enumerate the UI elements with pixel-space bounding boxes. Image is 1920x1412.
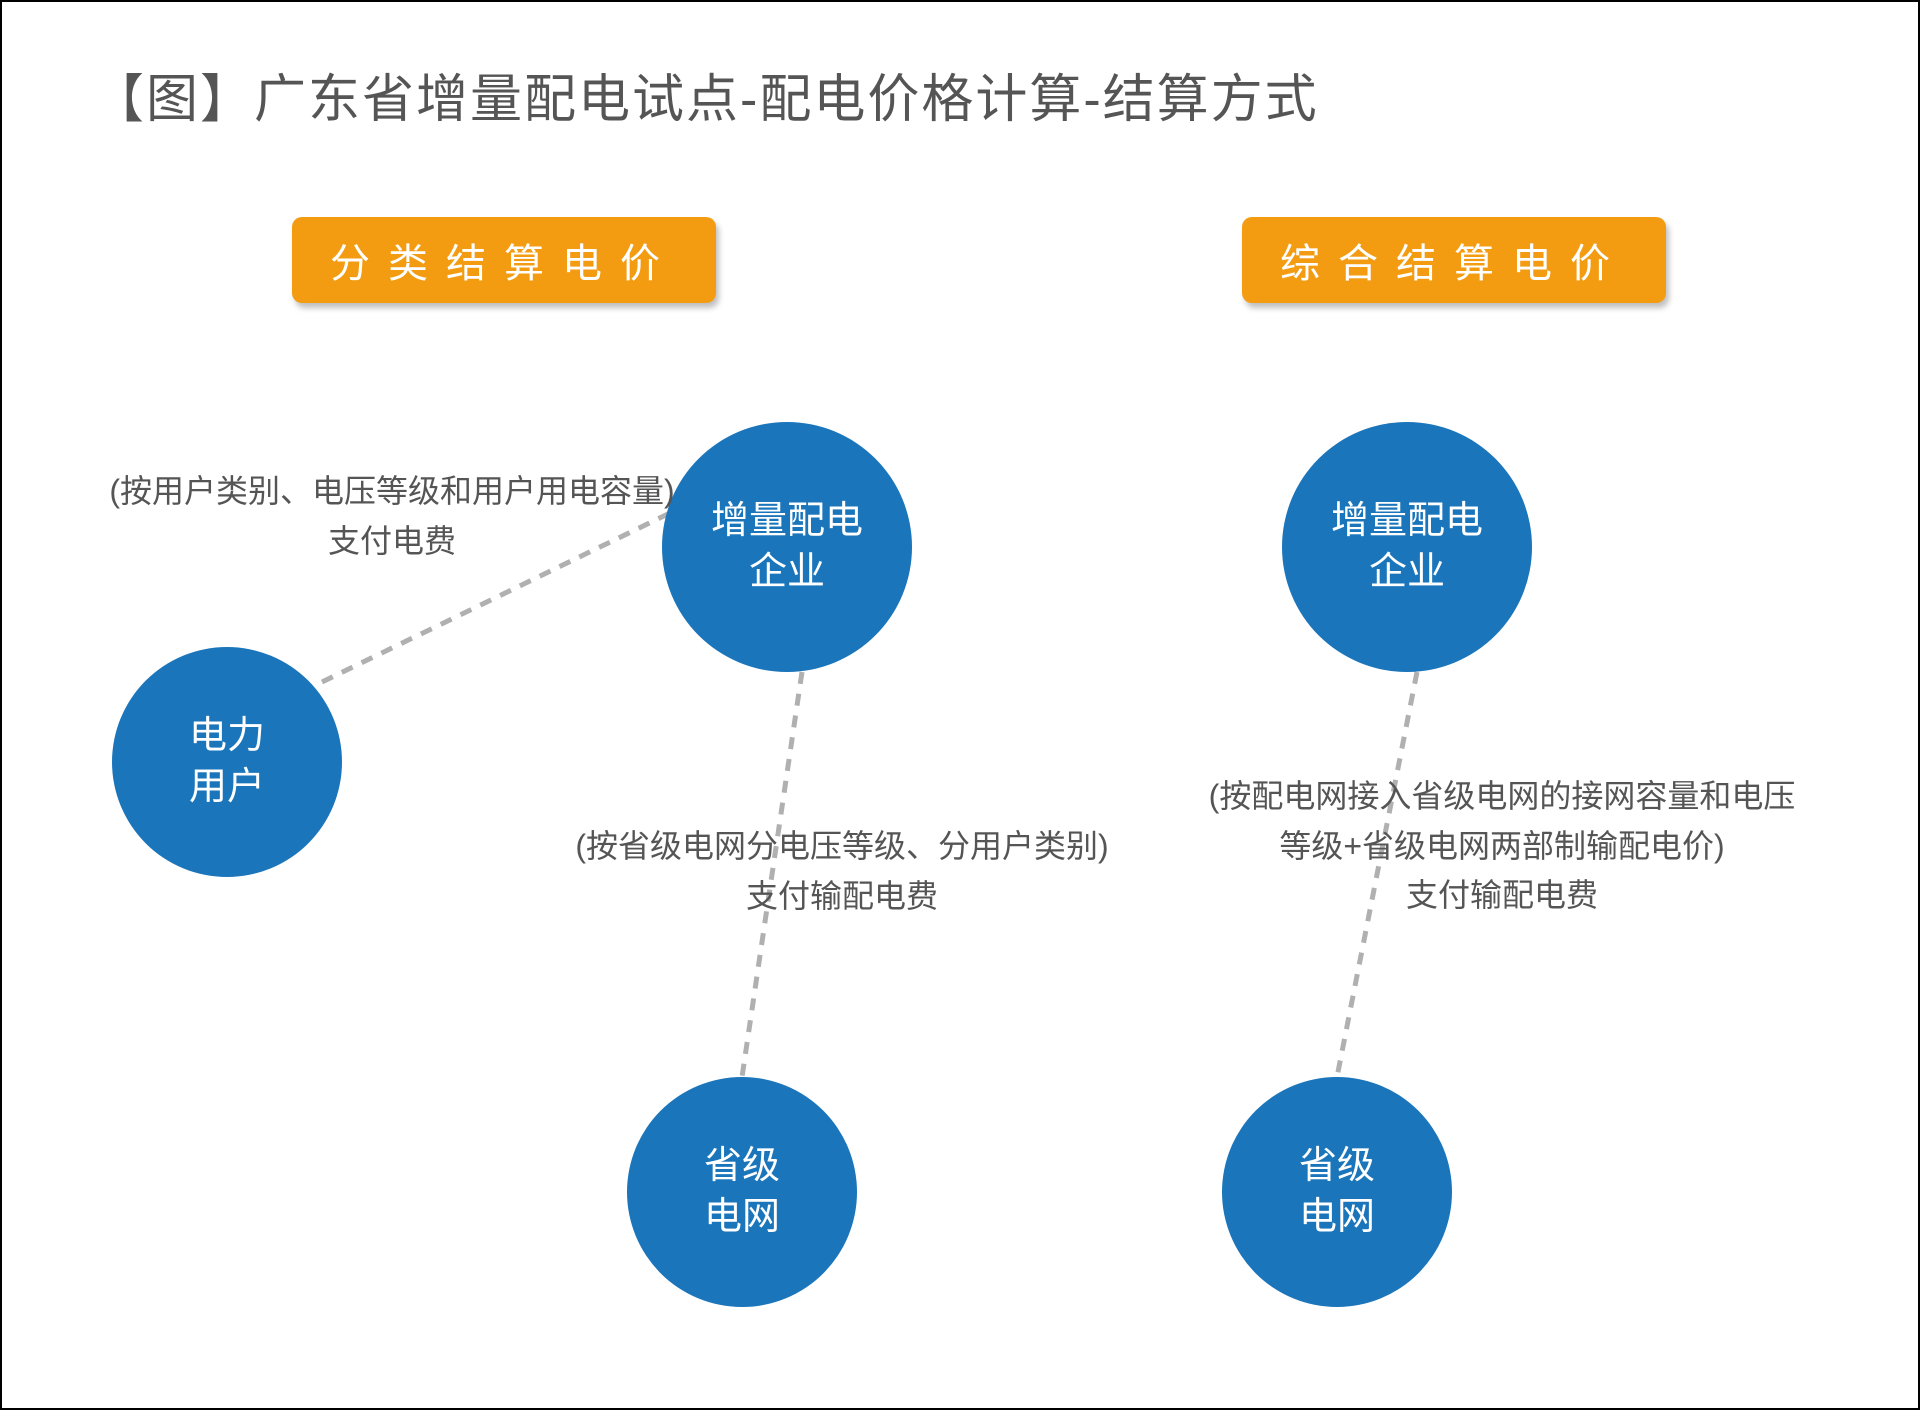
node-right-company: 增量配电 企业 <box>1282 422 1532 672</box>
node-power-user: 电力 用户 <box>112 647 342 877</box>
node-line1: 电力 <box>189 711 265 762</box>
page-title: 【图】广东省增量配电试点-配电价格计算-结算方式 <box>92 57 1319 132</box>
annotation-left-mid: (按省级电网分电压等级、分用户类别) 支付输配电费 <box>562 822 1122 921</box>
node-left-company: 增量配电 企业 <box>662 422 912 672</box>
node-line1: 增量配电 <box>1331 496 1483 547</box>
annotation-right-mid: (按配电网接入省级电网的接网容量和电压 等级+省级电网两部制输配电价) 支付输配… <box>1182 772 1822 921</box>
node-right-grid: 省级 电网 <box>1222 1077 1452 1307</box>
node-line2: 企业 <box>749 547 825 598</box>
node-line2: 电网 <box>1299 1192 1375 1243</box>
node-line1: 省级 <box>1299 1141 1375 1192</box>
node-line1: 省级 <box>704 1141 780 1192</box>
annotation-line: 等级+省级电网两部制输配电价) <box>1182 822 1822 872</box>
node-line2: 企业 <box>1369 547 1445 598</box>
node-left-grid: 省级 电网 <box>627 1077 857 1307</box>
annotation-line: 支付输配电费 <box>562 872 1122 922</box>
node-line2: 用户 <box>189 762 265 813</box>
annotation-line: (按配电网接入省级电网的接网容量和电压 <box>1182 772 1822 822</box>
annotation-line: 支付输配电费 <box>1182 871 1822 921</box>
badge-right: 综合结算电价 <box>1242 217 1666 303</box>
annotation-line: 支付电费 <box>92 517 692 567</box>
node-line2: 电网 <box>704 1192 780 1243</box>
annotation-line: (按用户类别、电压等级和用户用电容量) <box>92 467 692 517</box>
node-line1: 增量配电 <box>711 496 863 547</box>
badge-left: 分类结算电价 <box>292 217 716 303</box>
annotation-left-top: (按用户类别、电压等级和用户用电容量) 支付电费 <box>92 467 692 566</box>
annotation-line: (按省级电网分电压等级、分用户类别) <box>562 822 1122 872</box>
